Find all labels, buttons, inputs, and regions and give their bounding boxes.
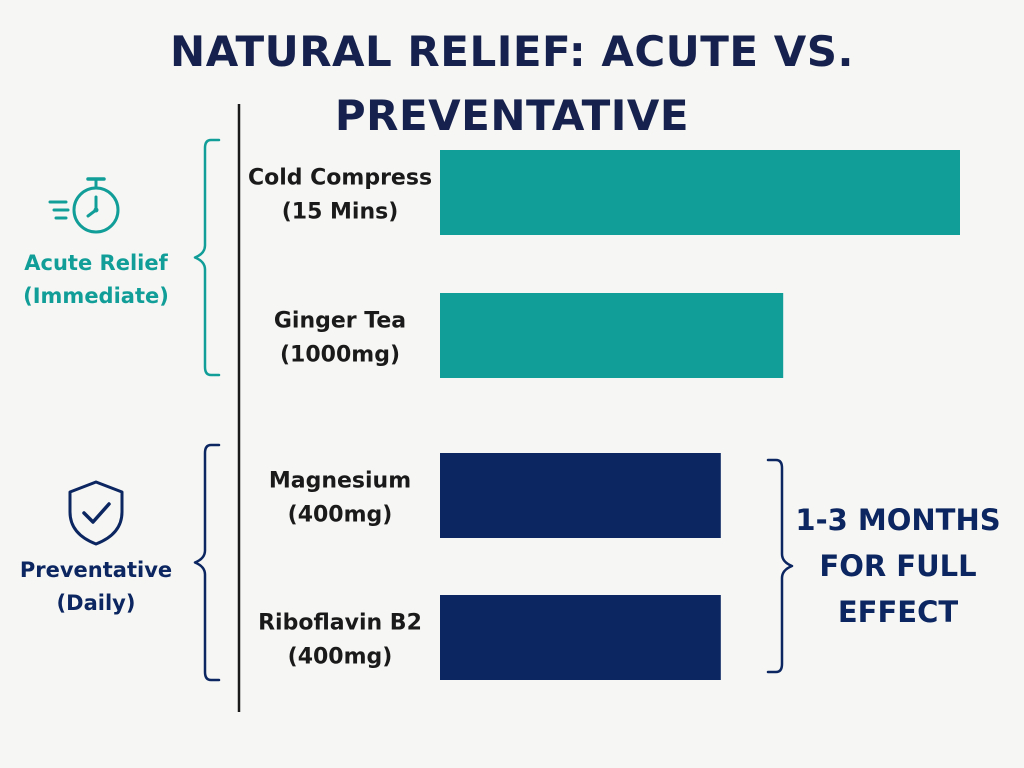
group-brace-0 [193, 138, 221, 377]
group-brace-1 [193, 443, 221, 682]
category-label-0: Cold Compress (15 Mins) [248, 166, 432, 225]
group-label-0: Acute Relief (Immediate) [23, 251, 169, 308]
category-label-1: Ginger Tea (1000mg) [274, 309, 406, 368]
chart-title: NATURAL RELIEF: ACUTE VS. PREVENTATIVE [170, 27, 854, 140]
group-label-1: Preventative (Daily) [20, 558, 172, 615]
bar-2 [440, 453, 721, 538]
shield-check-icon [68, 480, 124, 546]
category-label-2: Magnesium (400mg) [269, 469, 411, 528]
bar-0 [440, 150, 960, 235]
stopwatch-icon [48, 177, 120, 234]
bar-3 [440, 595, 721, 680]
bar-1 [440, 293, 784, 378]
annotation-brace [766, 458, 794, 674]
category-label-3: Riboflavin B2 (400mg) [258, 611, 422, 670]
annotation-text: 1-3 MONTHS FOR FULL EFFECT [795, 503, 1000, 629]
